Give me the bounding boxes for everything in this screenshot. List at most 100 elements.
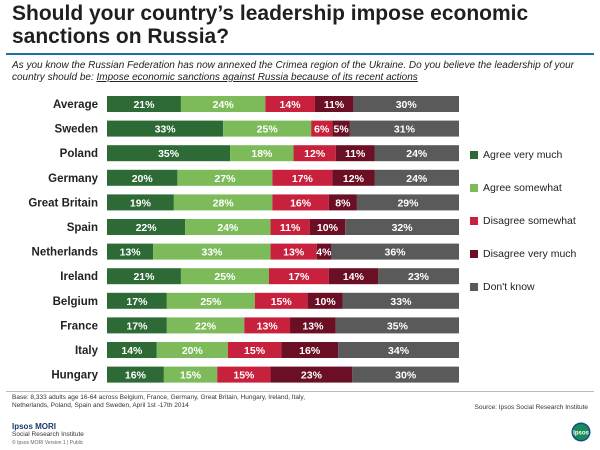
data-label-netherlands-disagree-somewhat: 13% bbox=[283, 247, 305, 259]
bar-netherlands-agree-very-much bbox=[107, 243, 154, 260]
data-label-average-disagree-somewhat: 14% bbox=[280, 99, 302, 111]
bar-italy-agree-somewhat bbox=[156, 342, 228, 358]
data-label-italy-don-t-know: 34% bbox=[388, 345, 410, 357]
legend-swatch bbox=[470, 249, 478, 258]
data-label-france-agree-very-much: 17% bbox=[126, 320, 148, 332]
data-label-belgium-disagree-very-much: 10% bbox=[315, 296, 337, 308]
data-label-hungary-agree-somewhat: 15% bbox=[180, 370, 202, 382]
legend-swatch bbox=[470, 282, 478, 291]
bar-poland-don-t-know bbox=[374, 145, 459, 162]
bar-italy-disagree-somewhat bbox=[227, 342, 282, 358]
data-label-great-britain-agree-very-much: 19% bbox=[130, 197, 152, 209]
data-label-poland-don-t-know: 24% bbox=[406, 148, 428, 160]
source-note: Source: Ipsos Social Research Institute bbox=[474, 404, 588, 411]
legend-label: Agree somewhat bbox=[483, 181, 562, 194]
bar-hungary-disagree-very-much bbox=[270, 366, 353, 383]
category-label-spain: Spain bbox=[67, 222, 98, 234]
bar-belgium-disagree-somewhat bbox=[254, 292, 308, 309]
bar-germany-agree-somewhat bbox=[177, 169, 273, 186]
bar-spain-agree-very-much bbox=[107, 219, 186, 235]
legend-item-disagree-very-much: Disagree very much bbox=[470, 246, 595, 261]
data-label-ireland-disagree-very-much: 14% bbox=[343, 271, 365, 283]
category-label-great-britain: Great Britain bbox=[28, 197, 98, 209]
data-label-hungary-disagree-somewhat: 15% bbox=[233, 370, 255, 382]
category-label-hungary: Hungary bbox=[51, 370, 98, 382]
bar-sweden-disagree-very-much bbox=[332, 120, 350, 137]
logo-text: Ipsos bbox=[573, 431, 589, 437]
bar-italy-disagree-very-much bbox=[281, 342, 339, 358]
data-label-italy-disagree-somewhat: 15% bbox=[244, 345, 266, 357]
base-note: Base: 8,333 adults age 16-64 across Belg… bbox=[12, 394, 306, 409]
bar-great-britain-agree-very-much bbox=[107, 194, 174, 211]
bar-poland-agree-somewhat bbox=[230, 145, 294, 162]
bar-belgium-agree-very-much bbox=[107, 292, 167, 309]
legend-label: Disagree very much bbox=[483, 247, 577, 260]
data-label-spain-disagree-very-much: 10% bbox=[317, 222, 339, 234]
data-label-sweden-don-t-know: 31% bbox=[394, 124, 416, 136]
data-label-netherlands-agree-somewhat: 33% bbox=[201, 247, 223, 259]
bar-france-disagree-very-much bbox=[290, 317, 336, 334]
category-label-france: France bbox=[60, 320, 98, 332]
bar-netherlands-agree-somewhat bbox=[153, 243, 271, 260]
bar-ireland-disagree-somewhat bbox=[268, 268, 329, 285]
bar-ireland-agree-somewhat bbox=[180, 268, 269, 285]
bar-italy-don-t-know bbox=[338, 342, 459, 358]
category-label-ireland: Ireland bbox=[60, 271, 98, 283]
data-label-hungary-don-t-know: 30% bbox=[395, 370, 417, 382]
data-label-great-britain-don-t-know: 29% bbox=[397, 197, 419, 209]
data-label-france-disagree-very-much: 13% bbox=[302, 320, 324, 332]
bar-spain-don-t-know bbox=[345, 219, 459, 235]
legend-swatch bbox=[470, 150, 478, 159]
bar-great-britain-agree-somewhat bbox=[173, 194, 273, 211]
brand-copyright: © Ipsos MORI Version 1 | Public bbox=[12, 440, 84, 446]
bar-great-britain-disagree-somewhat bbox=[272, 194, 329, 211]
stacked-bar-chart: Average 21% 24% 14% 11% 30% Sweden 33% 25% 6% 5% 31… bbox=[28, 96, 459, 383]
legend-label: Disagree somewhat bbox=[483, 214, 576, 227]
bar-average-don-t-know bbox=[353, 96, 459, 112]
bar-france-disagree-somewhat bbox=[244, 317, 291, 334]
bar-average-disagree-somewhat bbox=[265, 96, 315, 112]
title-divider bbox=[6, 53, 594, 55]
category-label-sweden: Sweden bbox=[55, 124, 98, 136]
data-label-sweden-agree-very-much: 33% bbox=[155, 124, 177, 136]
data-label-spain-don-t-know: 32% bbox=[392, 222, 414, 234]
data-label-belgium-agree-somewhat: 25% bbox=[200, 296, 222, 308]
data-label-great-britain-disagree-very-much: 8% bbox=[335, 197, 351, 209]
data-label-italy-agree-very-much: 14% bbox=[121, 345, 143, 357]
legend-swatch bbox=[470, 216, 478, 225]
category-label-average: Average bbox=[53, 99, 98, 111]
subtitle-intro: As you know the Russian Federation has n… bbox=[12, 60, 574, 83]
data-label-ireland-agree-very-much: 21% bbox=[133, 271, 155, 283]
data-label-spain-agree-very-much: 22% bbox=[136, 222, 158, 234]
data-label-sweden-disagree-very-much: 5% bbox=[333, 124, 349, 136]
bar-germany-disagree-somewhat bbox=[272, 169, 333, 186]
bar-sweden-agree-somewhat bbox=[223, 120, 312, 137]
category-label-belgium: Belgium bbox=[53, 296, 98, 308]
bar-spain-disagree-somewhat bbox=[270, 219, 310, 235]
bar-great-britain-disagree-very-much bbox=[328, 194, 357, 211]
footer-divider bbox=[6, 391, 594, 392]
data-label-average-agree-very-much: 21% bbox=[133, 99, 155, 111]
legend-label: Agree very much bbox=[483, 148, 563, 161]
legend-item-disagree-somewhat: Disagree somewhat bbox=[470, 213, 595, 228]
category-label-netherlands: Netherlands bbox=[32, 247, 98, 259]
data-label-ireland-agree-somewhat: 25% bbox=[214, 271, 236, 283]
bar-italy-agree-very-much bbox=[107, 342, 157, 358]
chart-subtitle: As you know the Russian Federation has n… bbox=[12, 60, 592, 84]
bar-belgium-agree-somewhat bbox=[166, 292, 255, 309]
bar-average-agree-somewhat bbox=[180, 96, 266, 112]
bar-ireland-disagree-very-much bbox=[328, 268, 379, 285]
ipsos-logo: Ipsos bbox=[571, 422, 591, 442]
data-label-poland-disagree-very-much: 11% bbox=[345, 148, 366, 160]
data-label-germany-disagree-somewhat: 17% bbox=[292, 173, 314, 185]
bar-germany-don-t-know bbox=[374, 169, 459, 186]
legend-item-agree-somewhat: Agree somewhat bbox=[470, 180, 595, 195]
data-label-average-don-t-know: 30% bbox=[396, 99, 418, 111]
data-label-france-don-t-know: 35% bbox=[387, 320, 409, 332]
bar-sweden-don-t-know bbox=[349, 120, 459, 137]
bar-average-agree-very-much bbox=[107, 96, 181, 112]
data-label-italy-agree-somewhat: 20% bbox=[182, 345, 204, 357]
data-label-germany-agree-very-much: 20% bbox=[132, 173, 154, 185]
bar-average-disagree-very-much bbox=[314, 96, 354, 112]
bar-sweden-agree-very-much bbox=[107, 120, 224, 137]
